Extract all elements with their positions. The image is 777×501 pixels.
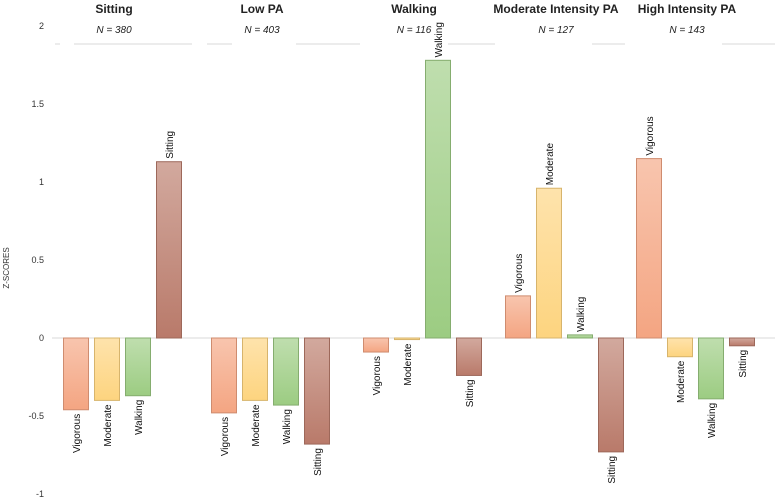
group-sample-size: N = 116	[397, 25, 432, 36]
y-tick-label: -0.5	[28, 411, 44, 421]
bar-moderate	[94, 337, 120, 401]
bar-label-moderate: Moderate	[103, 404, 114, 447]
bar-moderate	[536, 187, 562, 339]
bar-label-walking: Walking	[434, 22, 445, 57]
bar-vigorous	[363, 337, 389, 353]
bar-sitting	[156, 161, 182, 339]
group-high-intensity-pa: High Intensity PA N = 143 Vigorous Moderate…	[636, 2, 755, 438]
bar-label-moderate: Moderate	[403, 343, 414, 386]
y-tick-label: 0	[39, 333, 44, 343]
group-sample-size: N = 403	[244, 25, 280, 36]
group-sample-size: N = 127	[538, 25, 574, 36]
group-sample-size: N = 143	[669, 25, 705, 36]
bar-sitting	[729, 337, 755, 347]
bar-walking	[425, 59, 451, 339]
bar-label-walking: Walking	[576, 297, 587, 332]
bar-label-moderate: Moderate	[251, 404, 262, 447]
group-low-pa: Low PA N = 403 Vigorous Moderate Walking Sitt…	[211, 2, 330, 476]
bar-label-walking: Walking	[134, 400, 145, 435]
group-title: Low PA	[240, 2, 283, 16]
group-title: High Intensity PA	[638, 2, 737, 16]
bar-label-vigorous: Vigorous	[645, 116, 656, 155]
bar-groups: Sitting N = 380 Vigorous Moderate Walking Sit…	[63, 2, 755, 484]
y-tick-label: 1.5	[31, 99, 44, 109]
group-sitting: Sitting N = 380 Vigorous Moderate Walking Sit…	[63, 2, 182, 453]
bar-moderate	[394, 337, 420, 341]
group-title: Moderate Intensity PA	[493, 2, 618, 16]
bar-walking	[125, 337, 151, 397]
bar-sitting	[598, 337, 624, 453]
bar-walking	[698, 337, 724, 400]
bar-label-sitting: Sitting	[165, 131, 176, 159]
y-tick-label: 0.5	[31, 255, 44, 265]
bar-moderate	[242, 337, 268, 401]
bar-vigorous	[211, 337, 237, 414]
group-sample-size: N = 380	[96, 25, 132, 36]
y-axis-label: Z-SCORES	[2, 247, 11, 288]
y-tick-label: -1	[36, 489, 44, 499]
bar-moderate	[667, 337, 693, 358]
bar-label-sitting: Sitting	[607, 456, 618, 484]
y-tick-label: 1	[39, 177, 44, 187]
bar-vigorous	[505, 295, 531, 339]
bar-label-sitting: Sitting	[465, 379, 476, 407]
group-title: Sitting	[95, 2, 132, 16]
bar-label-sitting: Sitting	[738, 350, 749, 378]
bar-sitting	[456, 337, 482, 376]
bar-vigorous	[636, 158, 662, 339]
bar-vigorous	[63, 337, 89, 411]
bar-label-moderate: Moderate	[676, 360, 687, 403]
bar-label-walking: Walking	[707, 403, 718, 438]
bar-label-moderate: Moderate	[545, 143, 556, 186]
bar-walking	[273, 337, 299, 406]
bar-label-walking: Walking	[282, 409, 293, 444]
y-tick-label: 2	[39, 21, 44, 31]
bar-walking	[567, 334, 593, 339]
group-title: Walking	[391, 2, 437, 16]
bar-label-vigorous: Vigorous	[220, 417, 231, 456]
bar-label-vigorous: Vigorous	[514, 254, 525, 293]
bar-sitting	[304, 337, 330, 445]
group-moderate-intensity-pa: Moderate Intensity PA N = 127 Vigorous Mode…	[493, 2, 624, 484]
bar-label-vigorous: Vigorous	[372, 356, 383, 395]
bar-label-sitting: Sitting	[313, 448, 324, 476]
bar-label-vigorous: Vigorous	[72, 414, 83, 453]
